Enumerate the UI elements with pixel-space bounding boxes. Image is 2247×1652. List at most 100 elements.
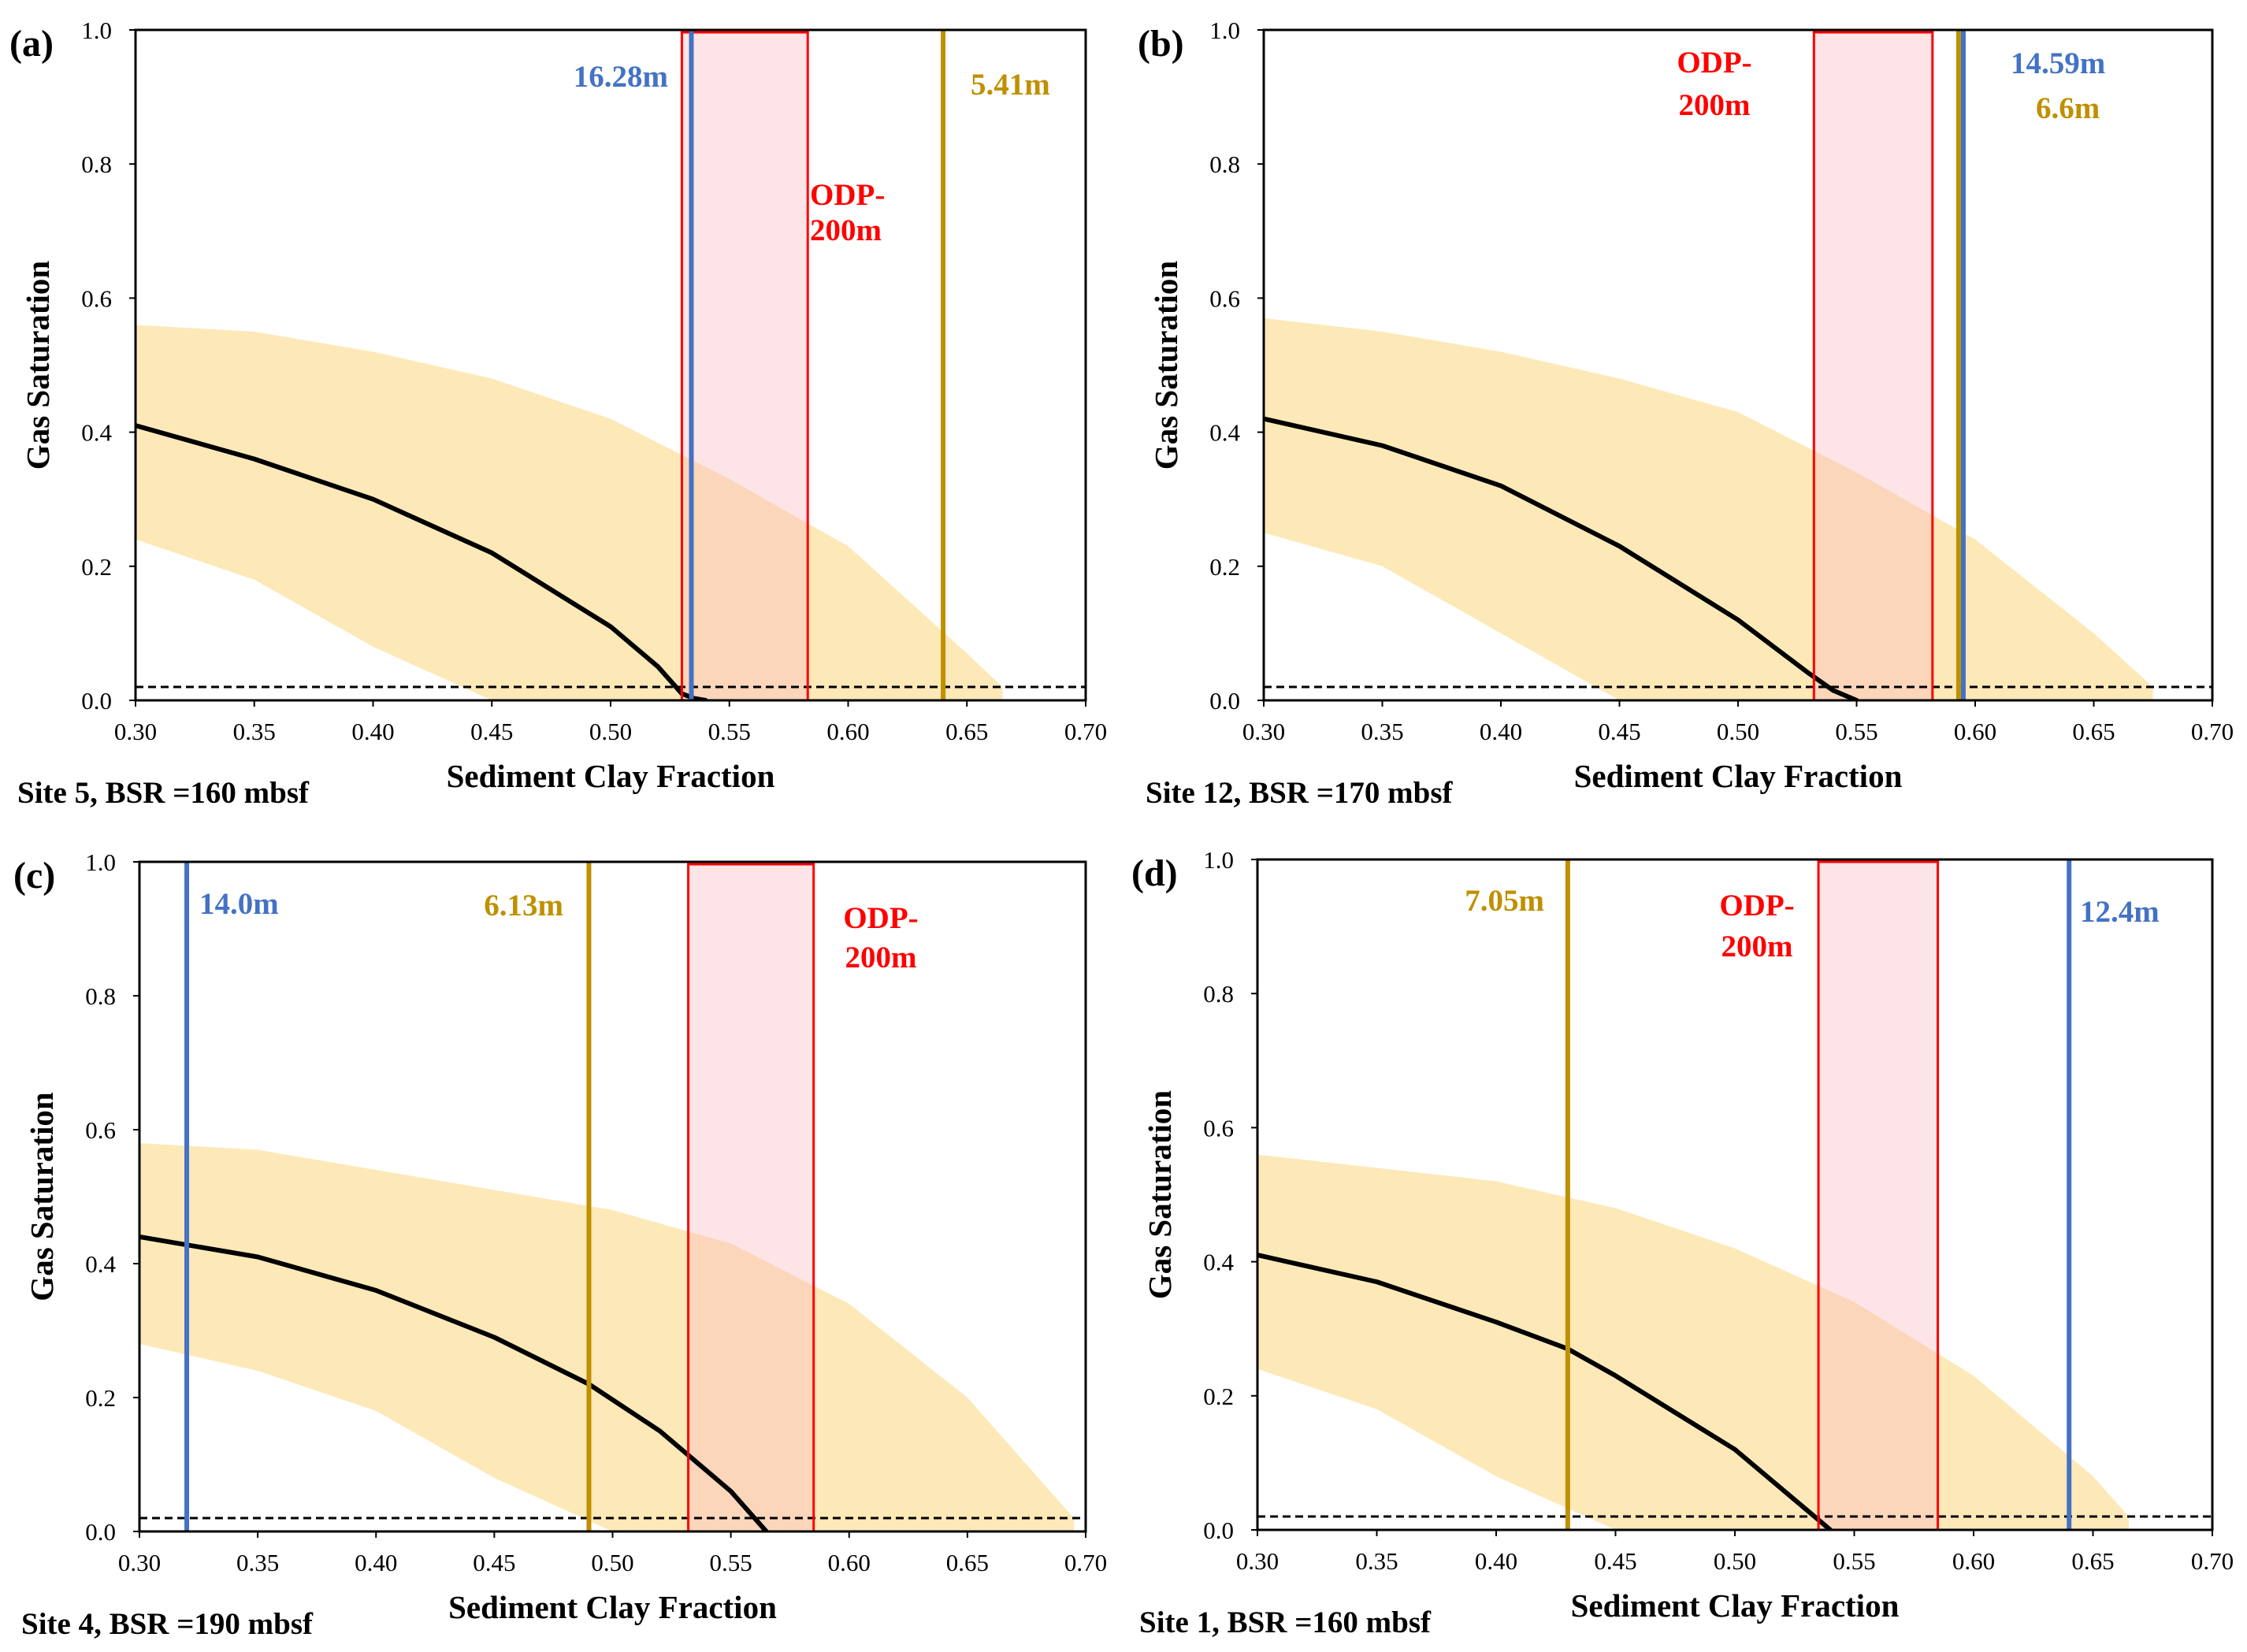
x-axis-label: Sediment Clay Fraction: [447, 758, 775, 794]
blue-depth-label: 12.4m: [2080, 895, 2160, 929]
x-tick-label: 0.40: [351, 718, 394, 745]
odp-box-fill: [688, 864, 814, 1531]
panel-caption: Site 12, BSR =170 mbsf: [1146, 776, 1454, 810]
x-tick-label: 0.60: [826, 718, 869, 745]
x-tick-label: 0.55: [708, 718, 751, 745]
y-tick-label: 0.0: [81, 687, 112, 715]
y-tick-label: 0.2: [81, 553, 112, 581]
y-tick-label: 0.2: [85, 1384, 116, 1412]
blue-depth-label: 14.0m: [199, 887, 279, 921]
gold-depth-label: 7.05m: [1465, 884, 1544, 918]
odp-box-fill: [1814, 32, 1933, 700]
y-tick-label: 0.2: [1209, 553, 1240, 581]
x-tick-label: 0.35: [1361, 718, 1403, 745]
x-tick-label: 0.35: [233, 718, 276, 745]
gold-depth-label: 6.13m: [484, 889, 563, 923]
x-tick-label: 0.45: [1594, 1547, 1636, 1575]
x-tick-label: 0.65: [945, 718, 988, 745]
x-tick-label: 0.60: [1954, 718, 1996, 745]
x-tick-label: 0.70: [2191, 718, 2234, 745]
x-tick-label: 0.30: [114, 718, 157, 745]
x-tick-label: 0.50: [589, 718, 632, 745]
x-tick-label: 0.40: [1475, 1547, 1517, 1575]
x-tick-label: 0.45: [473, 1549, 515, 1576]
x-tick-label: 0.50: [1717, 718, 1759, 745]
saturation-curve: [1257, 1253, 1833, 1530]
y-tick-label: 0.6: [81, 284, 112, 312]
y-tick-label: 0.0: [1203, 1516, 1234, 1544]
y-tick-label: 1.0: [81, 17, 112, 44]
y-tick-label: 0.4: [81, 419, 112, 447]
panel-caption: Site 4, BSR =190 mbsf: [21, 1607, 314, 1641]
odp-box-outline: [1812, 31, 1934, 700]
y-tick-label: 1.0: [1209, 17, 1240, 44]
x-tick-label: 0.30: [1236, 1547, 1279, 1575]
odp-label-line1: ODP-: [1719, 889, 1794, 923]
y-tick-label: 0.8: [1209, 150, 1240, 178]
x-tick-label: 0.35: [1355, 1547, 1398, 1575]
odp-box-fill: [682, 32, 808, 700]
y-tick-label: 1.0: [1203, 846, 1234, 874]
y-tick-label: 0.8: [81, 150, 112, 178]
panel-c: 0.30 0.35 0.40 0.45 0.50 0.55 0.60 0.65 0.70 0.0 0…: [13, 848, 1107, 1641]
x-axis-label: Sediment Clay Fraction: [1571, 1587, 1900, 1624]
x-tick-label: 0.70: [2191, 1547, 2234, 1575]
gold-depth-label: 5.41m: [971, 68, 1050, 102]
y-axis-label: Gas Saturation: [24, 1092, 60, 1301]
x-tick-label: 0.65: [2071, 1547, 2114, 1575]
x-axis-label: Sediment Clay Fraction: [448, 1589, 777, 1625]
x-tick-label: 0.55: [1833, 1547, 1875, 1575]
odp-label-line1: ODP-: [810, 178, 885, 212]
saturation-curve: [1264, 416, 1859, 700]
blue-depth-label: 16.28m: [574, 60, 668, 94]
x-tick-label: 0.30: [1242, 718, 1285, 745]
odp-label-line1: ODP-: [1677, 46, 1751, 80]
y-tick-label: 0.6: [1203, 1114, 1234, 1142]
y-axis-label: Gas Saturation: [1148, 261, 1184, 470]
panel-b: 0.30 0.35 0.40 0.45 0.50 0.55 0.60 0.65 0.70 0.0 0…: [1138, 17, 2234, 810]
x-tick-label: 0.70: [1064, 1549, 1107, 1576]
odp-label-line2: 200m: [1679, 88, 1751, 122]
panel-d: 0.30 0.35 0.40 0.45 0.50 0.55 0.60 0.65 0.70 0.0 0…: [1131, 846, 2234, 1639]
x-axis-label: Sediment Clay Fraction: [1574, 758, 1903, 794]
panel-caption: Site 5, BSR =160 mbsf: [17, 776, 310, 810]
y-tick-label: 0.2: [1203, 1383, 1234, 1410]
y-tick-label: 0.0: [1209, 687, 1240, 715]
x-tick-label: 0.30: [118, 1549, 161, 1576]
x-tick-label: 0.45: [470, 718, 513, 745]
y-tick-label: 1.0: [85, 848, 116, 876]
y-tick-label: 0.4: [85, 1250, 116, 1278]
panel-label: (b): [1138, 23, 1184, 65]
uncertainty-band: [1257, 1154, 2129, 1530]
panel-caption: Site 1, BSR =160 mbsf: [1139, 1606, 1432, 1639]
x-tick-label: 0.65: [946, 1549, 989, 1576]
x-tick-label: 0.40: [1480, 718, 1522, 745]
y-axis-label: Gas Saturation: [1142, 1090, 1178, 1300]
y-tick-label: 0.8: [85, 982, 116, 1010]
panel-label: (c): [13, 855, 55, 897]
panel-label: (d): [1131, 852, 1178, 894]
plot-area: [1257, 859, 2212, 1530]
x-tick-label: 0.60: [1952, 1547, 1995, 1575]
y-tick-label: 0.8: [1203, 980, 1234, 1008]
odp-box-outline: [680, 31, 809, 700]
x-tick-label: 0.70: [1064, 718, 1107, 745]
panel-a: 0.30 0.35 0.40 0.45 0.50 0.55 0.60 0.65 0.70 0.0 0…: [9, 17, 1107, 810]
saturation-curve: [139, 1234, 769, 1531]
uncertainty-band: [136, 325, 1003, 700]
x-tick-label: 0.55: [1835, 718, 1877, 745]
uncertainty-band: [139, 1143, 1074, 1531]
odp-box-outline: [1817, 860, 1940, 1530]
y-tick-label: 0.4: [1203, 1249, 1234, 1276]
odp-label-line1: ODP-: [843, 901, 918, 935]
x-tick-label: 0.60: [828, 1549, 871, 1576]
panel-label: (a): [9, 23, 54, 65]
x-tick-label: 0.40: [355, 1549, 397, 1576]
odp-label-line2: 200m: [845, 941, 917, 974]
odp-box-fill: [1818, 862, 1938, 1530]
y-tick-label: 0.4: [1209, 419, 1240, 447]
x-tick-label: 0.45: [1598, 718, 1640, 745]
y-tick-label: 0.0: [85, 1518, 116, 1546]
x-tick-label: 0.35: [236, 1549, 279, 1576]
